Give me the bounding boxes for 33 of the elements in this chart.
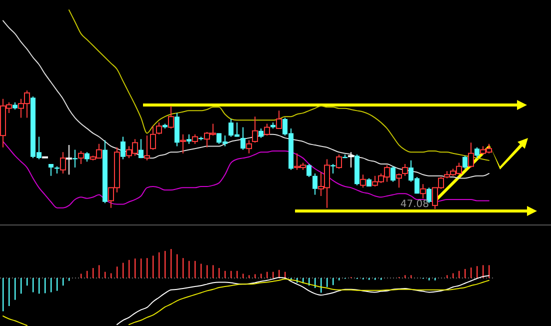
candlestick	[336, 154, 342, 170]
candlestick	[258, 128, 264, 138]
annotation: 47.08	[400, 199, 429, 210]
candlestick	[474, 146, 480, 159]
candlestick	[360, 174, 366, 188]
candlestick	[156, 122, 162, 135]
candlestick	[168, 105, 174, 129]
candlestick	[402, 163, 408, 176]
candlestick	[348, 152, 354, 168]
candlestick	[276, 110, 282, 129]
candlestick	[120, 136, 126, 160]
candlestick	[180, 134, 186, 154]
candlestick	[312, 172, 318, 196]
candlestick	[468, 142, 474, 168]
candlestick	[252, 116, 258, 144]
candlestick	[420, 184, 426, 199]
candlestick	[240, 126, 246, 150]
candlestick	[144, 135, 150, 161]
candlestick	[72, 149, 78, 168]
candlestick	[138, 138, 144, 159]
candlestick	[246, 140, 252, 154]
candlestick	[396, 172, 402, 188]
candlestick	[186, 134, 192, 144]
candlestick	[462, 155, 468, 170]
candlestick	[78, 150, 84, 164]
candlestick	[330, 163, 336, 174]
candlestick	[264, 123, 270, 136]
candlestick	[84, 152, 90, 162]
candlestick	[192, 134, 198, 144]
candlestick	[390, 166, 396, 182]
candlestick	[150, 126, 156, 150]
candlestick	[306, 163, 312, 178]
candlestick	[426, 187, 432, 204]
